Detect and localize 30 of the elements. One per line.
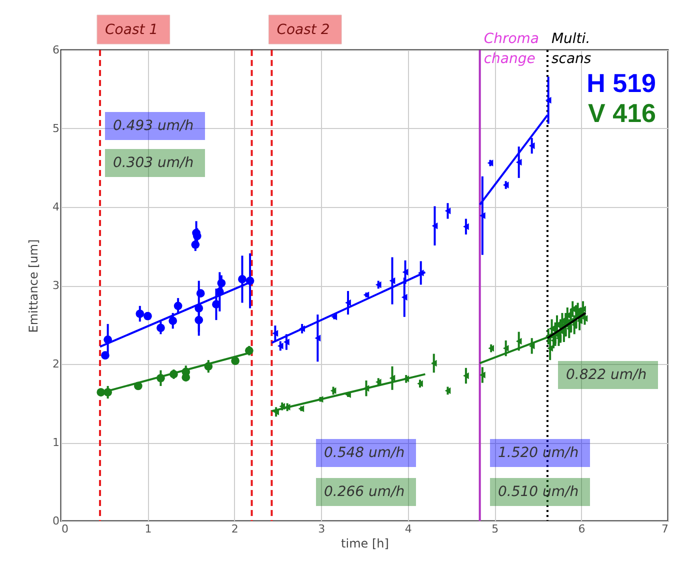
- annotation: 0.493 um/h: [113, 118, 194, 134]
- x-tick-label: 1: [144, 522, 152, 536]
- y-axis-title: Emittance [um]: [26, 239, 40, 333]
- text: V 416: [588, 98, 656, 128]
- ref-line-label: Chroma change: [484, 31, 540, 67]
- x-tick-label: 0: [62, 522, 68, 536]
- x-tick-label: 3: [318, 522, 326, 536]
- text: H 519: [586, 68, 656, 98]
- annotation: 0.822 um/h: [566, 367, 647, 383]
- x-tick-label: 2: [231, 522, 238, 536]
- y-tick-label: 5: [52, 122, 60, 135]
- annotation: 1.520 um/h: [498, 445, 579, 461]
- ref-line-label: Multi. scans: [551, 31, 592, 67]
- y-tick-label: 3: [52, 279, 60, 292]
- x-tick-label: 5: [492, 522, 499, 536]
- y-tick-label: 2: [52, 358, 60, 370]
- y-tick-label: 4: [52, 200, 60, 214]
- annotation: 0.510 um/h: [498, 484, 579, 500]
- ref-line-label: Coast 2: [276, 22, 330, 38]
- annotation: 0.303 um/h: [113, 155, 194, 171]
- y-tick-label: 1: [52, 436, 60, 449]
- y-tick-label: 6: [52, 44, 60, 56]
- x-axis-title: time [h]: [341, 536, 389, 550]
- x-tick-label: 6: [578, 522, 586, 536]
- annotation: 0.548 um/h: [324, 445, 405, 461]
- x-tick-label: 4: [404, 522, 412, 536]
- x-tick-label: 7: [662, 522, 668, 536]
- y-tick-label: 0: [52, 514, 60, 528]
- annotation: 0.266 um/h: [324, 484, 405, 500]
- ref-line-label: Coast 1: [105, 22, 158, 38]
